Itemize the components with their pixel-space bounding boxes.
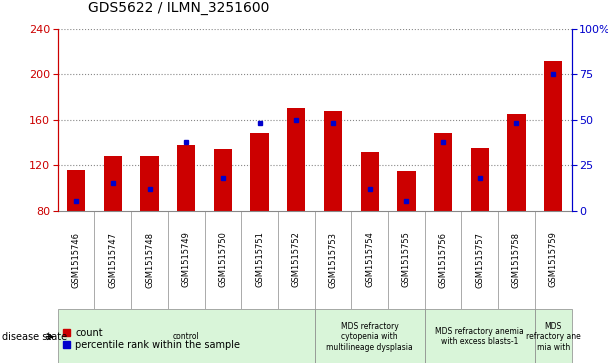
Text: GSM1515748: GSM1515748 (145, 232, 154, 287)
Bar (67, 170, 85, 211)
Text: GSM1515750: GSM1515750 (218, 232, 227, 287)
Text: GDS5622 / ILMN_3251600: GDS5622 / ILMN_3251600 (88, 0, 269, 15)
Bar (507, 114, 526, 211)
Text: GSM1515752: GSM1515752 (292, 232, 301, 287)
Text: MDS
refractory ane
mia with: MDS refractory ane mia with (526, 322, 581, 352)
Text: MDS refractory
cytopenia with
multilineage dysplasia: MDS refractory cytopenia with multilinea… (326, 322, 413, 352)
Text: GSM1515746: GSM1515746 (72, 232, 81, 287)
Bar (324, 111, 342, 211)
Bar (471, 148, 489, 211)
Bar (544, 61, 562, 211)
Bar (535, 309, 572, 363)
Bar (315, 309, 425, 363)
Bar (103, 156, 122, 211)
Text: GSM1515747: GSM1515747 (108, 232, 117, 287)
Bar (58, 309, 315, 363)
Bar (361, 151, 379, 211)
Bar (140, 156, 159, 211)
Text: GSM1515754: GSM1515754 (365, 232, 374, 287)
Text: GSM1515758: GSM1515758 (512, 232, 521, 287)
Text: control: control (173, 332, 199, 341)
Text: GSM1515756: GSM1515756 (438, 232, 447, 287)
Bar (397, 171, 415, 211)
Text: GSM1515757: GSM1515757 (475, 232, 485, 287)
Text: GSM1515759: GSM1515759 (548, 232, 558, 287)
Bar (434, 133, 452, 211)
Legend: count, percentile rank within the sample: count, percentile rank within the sample (63, 328, 240, 350)
Text: GSM1515753: GSM1515753 (328, 232, 337, 287)
Text: MDS refractory anemia
with excess blasts-1: MDS refractory anemia with excess blasts… (435, 327, 524, 346)
Text: GSM1515751: GSM1515751 (255, 232, 264, 287)
Bar (425, 309, 535, 363)
Text: GSM1515755: GSM1515755 (402, 232, 411, 287)
Bar (177, 145, 195, 211)
Bar (287, 109, 305, 211)
Bar (250, 133, 269, 211)
Bar (214, 149, 232, 211)
Text: disease state: disease state (2, 332, 67, 342)
Text: GSM1515749: GSM1515749 (182, 232, 191, 287)
